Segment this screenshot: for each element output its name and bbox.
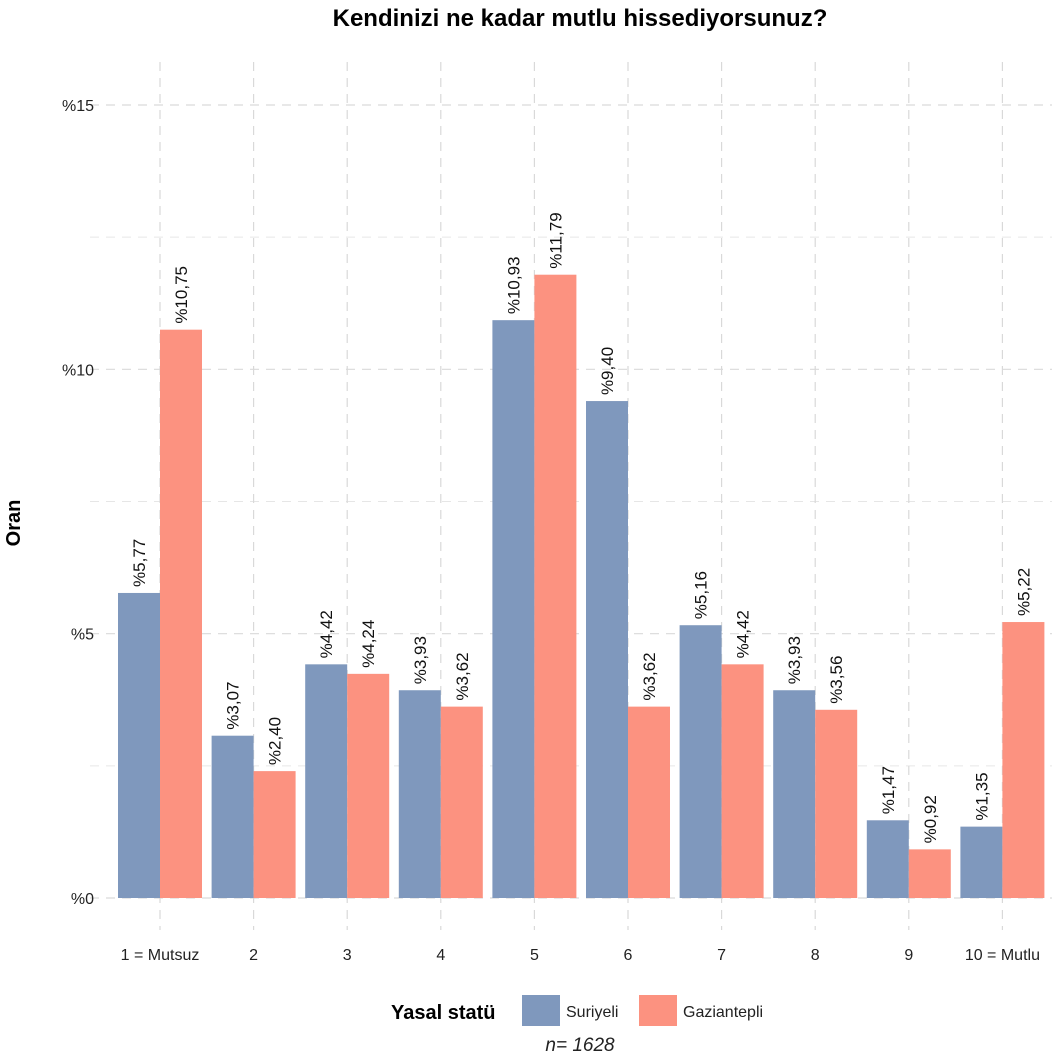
data-label: %4,42	[317, 610, 336, 658]
bar-gaziantepli-2	[253, 771, 296, 898]
bar-gaziantepli-1	[160, 329, 202, 898]
y-tick-label: %15	[62, 98, 94, 115]
sample-size-caption: n= 1628	[545, 1035, 615, 1056]
x-tick-label: 1 = Mutsuz	[121, 947, 200, 964]
data-label: %10,93	[504, 256, 523, 314]
y-tick-label: %10	[62, 362, 94, 379]
bar-gaziantepli-6	[628, 706, 670, 898]
data-label: %3,62	[640, 652, 659, 700]
data-label: %10,75	[172, 266, 191, 324]
bars	[118, 274, 1045, 898]
data-label: %5,22	[1014, 568, 1033, 616]
x-tick-label: 3	[343, 947, 352, 964]
bar-suriyeli-7	[679, 625, 722, 898]
bar-suriyeli-5	[492, 320, 535, 898]
x-tick-label: 4	[436, 947, 445, 964]
x-tick-label: 9	[904, 947, 913, 964]
data-label: %1,47	[879, 766, 898, 814]
legend-key-gaziantepli	[639, 995, 677, 1026]
data-label: %3,93	[411, 636, 430, 684]
x-tick-label: 5	[530, 947, 539, 964]
bar-suriyeli-4	[398, 690, 441, 898]
legend: Yasal statü Suriyeli Gaziantepli	[391, 995, 763, 1026]
data-label: %5,16	[692, 571, 711, 619]
data-label: %4,42	[734, 610, 753, 658]
data-label: %2,40	[266, 717, 285, 765]
bar-gaziantepli-3	[347, 673, 390, 898]
data-label: %1,35	[972, 772, 991, 820]
data-label: %4,24	[359, 620, 378, 668]
y-tick-label: %0	[71, 891, 94, 908]
x-tick-label: 8	[811, 947, 820, 964]
x-tick-label: 7	[717, 947, 726, 964]
data-label: %3,93	[785, 636, 804, 684]
bar-gaziantepli-8	[815, 709, 858, 898]
legend-label-suriyeli: Suriyeli	[566, 1004, 618, 1021]
bar-gaziantepli-4	[440, 706, 483, 898]
data-label: %3,56	[827, 656, 846, 704]
x-tick-labels: 1 = Mutsuz 2 3 4 5 6 7 8 9 10 = Mutlu	[121, 947, 1040, 964]
legend-title: Yasal statü	[391, 1002, 496, 1024]
data-label: %9,40	[598, 347, 617, 395]
bar-suriyeli-3	[305, 664, 348, 898]
data-label: %3,07	[224, 681, 243, 729]
legend-key-suriyeli	[522, 995, 560, 1026]
y-tick-labels: %0 %5 %10 %15	[62, 98, 94, 908]
x-tick-label: 2	[249, 947, 258, 964]
data-label: %11,79	[546, 212, 565, 268]
legend-label-gaziantepli: Gaziantepli	[683, 1004, 763, 1021]
bar-suriyeli-9	[866, 820, 909, 898]
data-label: %0,92	[921, 795, 940, 843]
y-axis-label: Oran	[3, 500, 25, 547]
bar-suriyeli-1	[118, 592, 160, 898]
bar-suriyeli-6	[586, 401, 628, 898]
bar-suriyeli-8	[773, 690, 816, 898]
data-label: %5,77	[130, 539, 149, 587]
bar-suriyeli-2	[211, 735, 254, 898]
chart-title: Kendinizi ne kadar mutlu hissediyorsunuz…	[333, 5, 828, 32]
data-label: %3,62	[453, 652, 472, 700]
x-tick-label: 10 = Mutlu	[965, 947, 1040, 964]
bar-gaziantepli-10	[1002, 622, 1045, 898]
bar-suriyeli-10	[960, 826, 1003, 898]
y-tick-label: %5	[71, 627, 94, 644]
bar-gaziantepli-5	[534, 274, 577, 898]
data-labels: %5,77 %3,07 %4,42 %3,93 %10,93 %9,40 %5,16 %3,9…	[130, 212, 1033, 843]
bar-gaziantepli-7	[721, 664, 764, 898]
x-tick-label: 6	[624, 947, 633, 964]
bar-gaziantepli-9	[908, 849, 951, 898]
